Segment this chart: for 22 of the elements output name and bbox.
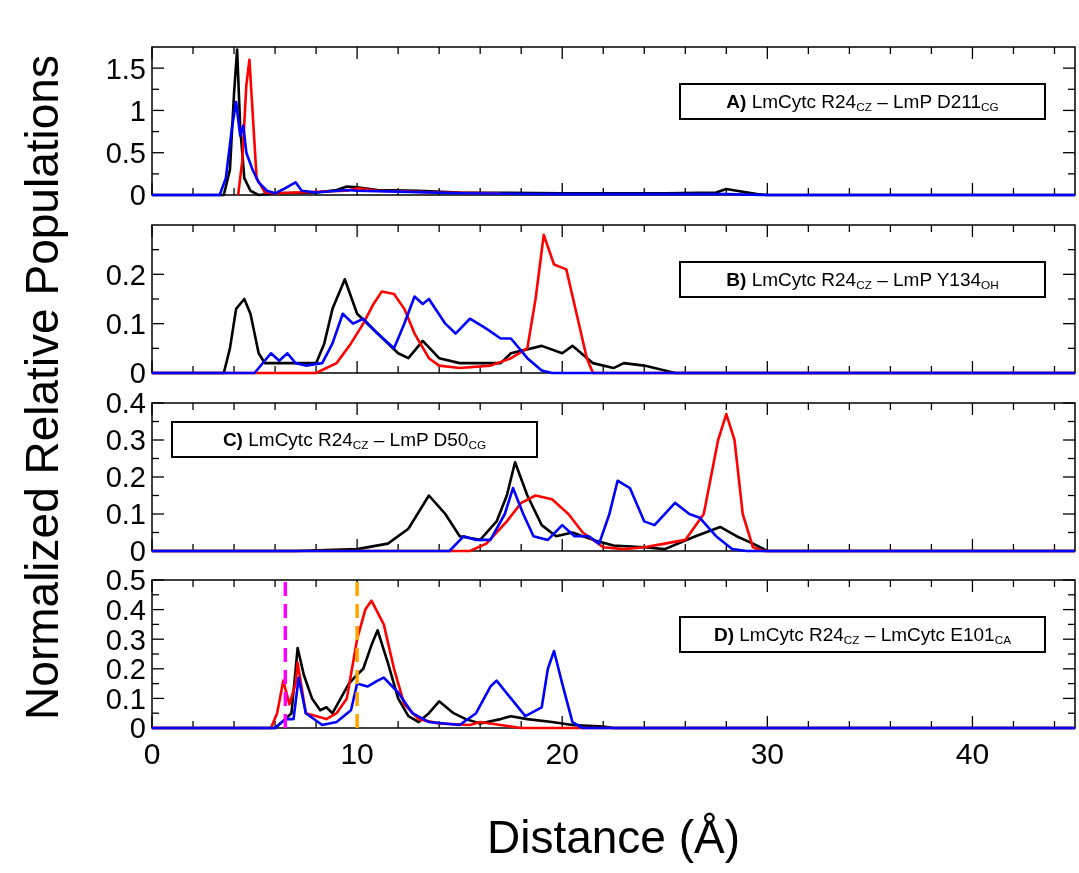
- y-tick-label: 0.3: [105, 424, 146, 457]
- y-tick-label: 0: [129, 357, 146, 390]
- text: A) LmCytc R24$_{CZ}$ – LmP D211$_{CG}$: [726, 91, 999, 113]
- y-tick-label: 0.1: [105, 498, 146, 531]
- y-axis-title: Normalized Relative Populations: [16, 55, 68, 720]
- y-tick-label: 0.1: [105, 308, 146, 341]
- x-axis-title: Distance (Å): [486, 811, 741, 863]
- y-tick-label: 1: [129, 94, 146, 127]
- y-tick-label: 0.2: [105, 461, 146, 494]
- text: C) LmCytc R24$_{CZ}$ – LmP D50$_{CG}$: [222, 429, 487, 451]
- y-tick-label: 0: [129, 179, 146, 212]
- x-tick-label: 40: [955, 737, 990, 770]
- x-tick-label: 10: [340, 737, 374, 770]
- y-tick-label: 0.2: [105, 258, 146, 291]
- y-tick-label: 0.4: [105, 387, 146, 420]
- x-tick-label: 30: [750, 737, 785, 770]
- text: B) LmCytc R24$_{CZ}$ – LmP Y134$_{OH}$: [726, 269, 999, 291]
- x-tick-label: 20: [545, 737, 579, 770]
- y-tick-label: 1.5: [105, 52, 146, 85]
- y-tick-label: 0.5: [105, 137, 146, 170]
- text: D) LmCytc R24$_{CZ}$ – LmCytc E101$_{CA}$: [713, 624, 1012, 646]
- y-tick-label: 0: [129, 712, 146, 745]
